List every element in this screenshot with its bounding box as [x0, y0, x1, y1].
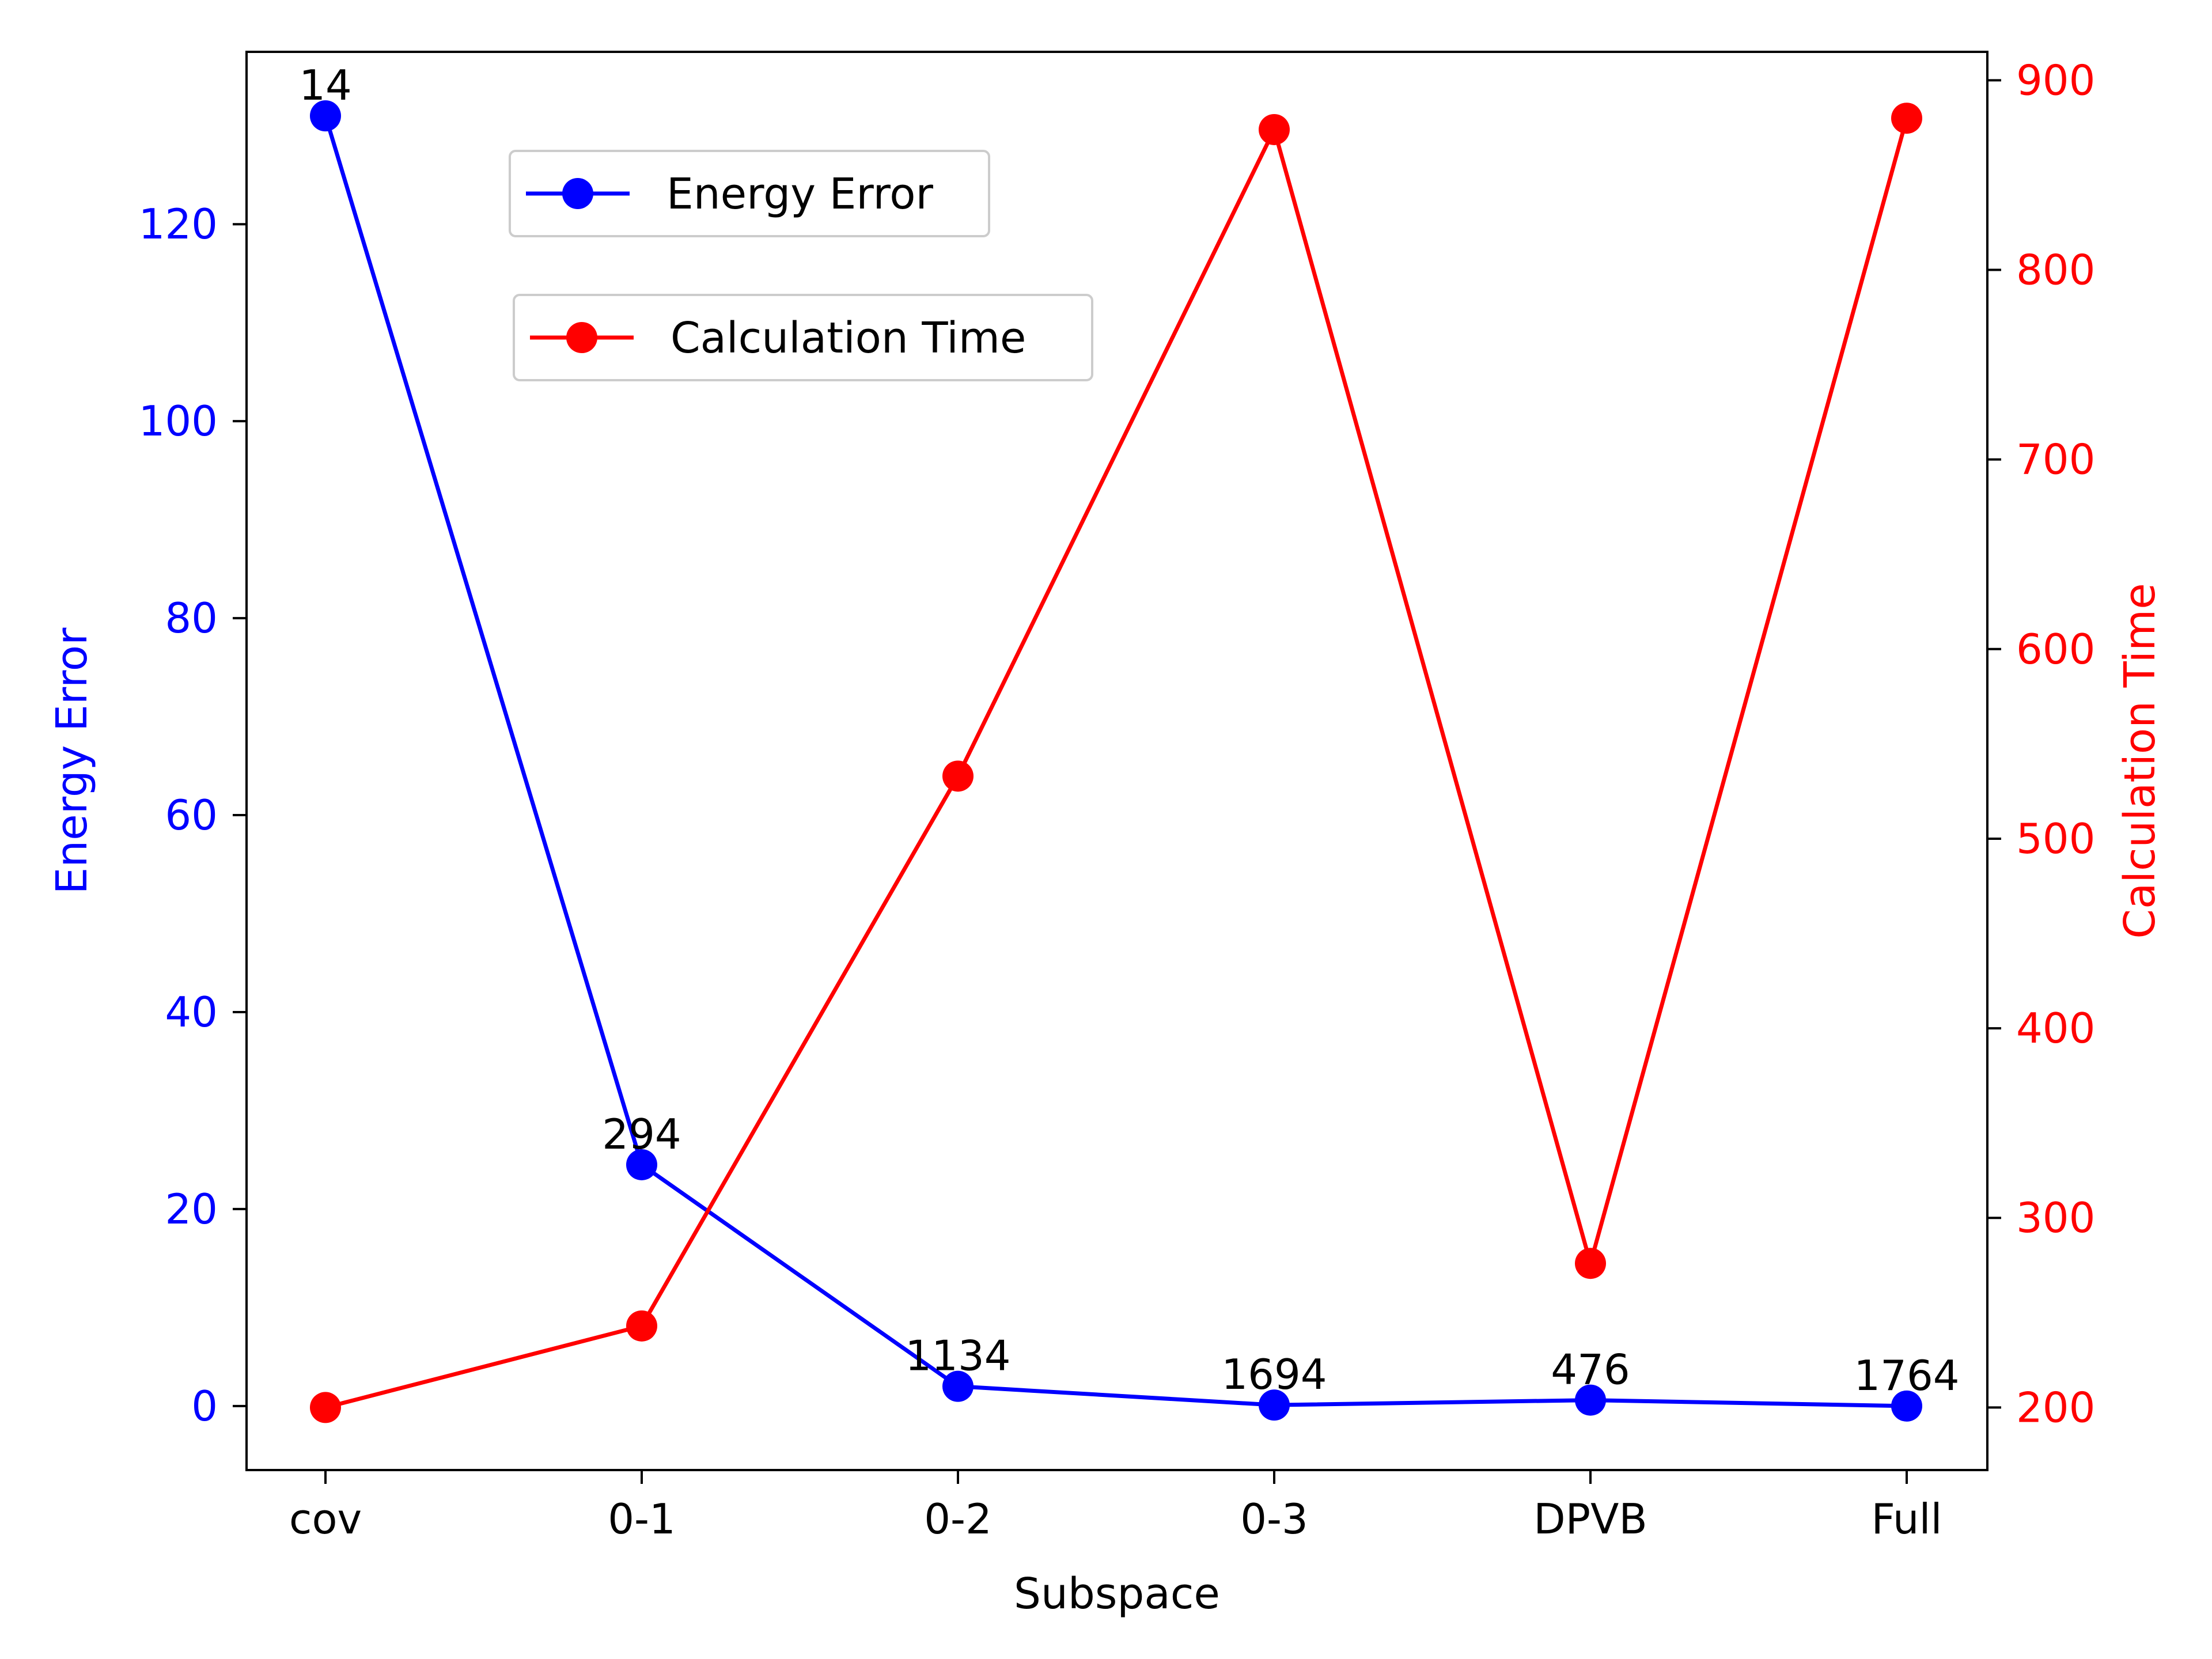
y-right-tick-label: 700 — [2016, 435, 2095, 484]
energy-error-legend-label: Energy Error — [666, 169, 934, 219]
x-tick-label-DPVB: DPVB — [1533, 1495, 1647, 1543]
calculation-time-point-0-2 — [942, 760, 974, 792]
legend-layer: Energy Error Calculation Time — [509, 150, 1093, 381]
x-tick-label-Full: Full — [1871, 1495, 1942, 1543]
point-label-0-3: 1694 — [1221, 1350, 1327, 1399]
point-label-cov: 14 — [299, 61, 352, 109]
y-right-tick-label: 600 — [2016, 625, 2095, 673]
y-left-tick-label: 0 — [191, 1382, 218, 1430]
y-left-tick-label: 100 — [139, 397, 218, 445]
point-label-DPVB: 476 — [1551, 1346, 1630, 1394]
calculation-time-point-0-1 — [626, 1310, 657, 1342]
y-left-tick-label: 20 — [165, 1185, 218, 1233]
y-right-axis-label: Calculation Time — [2115, 583, 2165, 938]
y-left-axis-label: Energy Error — [47, 627, 97, 895]
y-left-tick-label: 60 — [165, 791, 218, 839]
x-tick-label-0-2: 0-2 — [924, 1495, 992, 1543]
calculation-time-point-cov — [310, 1392, 341, 1423]
point-labels-layer: 14 294 1134 1694 476 1764 — [299, 61, 1959, 1400]
y-left-tick-label: 120 — [139, 200, 218, 248]
axes-layer: cov 0-1 0-2 0-3 DPVB Full Subspace 0 20 40 60 80 100… — [47, 56, 2165, 1619]
calculation-time-point-DPVB — [1575, 1248, 1606, 1279]
point-label-0-2: 1134 — [905, 1332, 1010, 1380]
y-left-tick-label: 80 — [165, 594, 218, 642]
energy-error-point-0-1 — [626, 1149, 657, 1180]
y-right-tick-label: 900 — [2016, 56, 2095, 104]
calculation-time-point-Full — [1891, 103, 1922, 134]
energy-error-point-0-2 — [942, 1370, 974, 1402]
plot-frame — [245, 51, 1988, 1471]
x-tick-label-0-1: 0-1 — [608, 1495, 676, 1543]
point-label-Full: 1764 — [1854, 1351, 1959, 1400]
series-layer — [310, 100, 1922, 1423]
y-right-tick-label: 300 — [2016, 1194, 2095, 1242]
y-left-tick-label: 40 — [165, 988, 218, 1036]
calculation-time-legend-marker — [566, 322, 597, 353]
energy-error-point-0-3 — [1259, 1389, 1290, 1421]
energy-error-line — [323, 115, 1907, 1408]
energy-error-legend-box — [509, 150, 990, 237]
calculation-time-legend-label: Calculation Time — [671, 313, 1026, 363]
x-axis-label: Subspace — [1014, 1569, 1220, 1619]
y-right-tick-label: 200 — [2016, 1383, 2095, 1431]
y-right-tick-label: 800 — [2016, 246, 2095, 294]
calculation-time-point-0-3 — [1259, 113, 1290, 145]
energy-error-legend-marker — [562, 178, 593, 209]
x-tick-label-cov: cov — [289, 1495, 362, 1543]
energy-error-point-cov — [310, 100, 341, 132]
calculation-time-legend-box — [513, 294, 1093, 381]
energy-error-point-Full — [1891, 1390, 1922, 1422]
energy-error-point-DPVB — [1575, 1384, 1606, 1416]
y-right-tick-label: 400 — [2016, 1004, 2095, 1052]
point-label-0-1: 294 — [602, 1110, 681, 1158]
calculation-time-line — [325, 118, 1909, 1410]
y-right-tick-label: 500 — [2016, 815, 2095, 863]
x-tick-label-0-3: 0-3 — [1240, 1495, 1308, 1543]
